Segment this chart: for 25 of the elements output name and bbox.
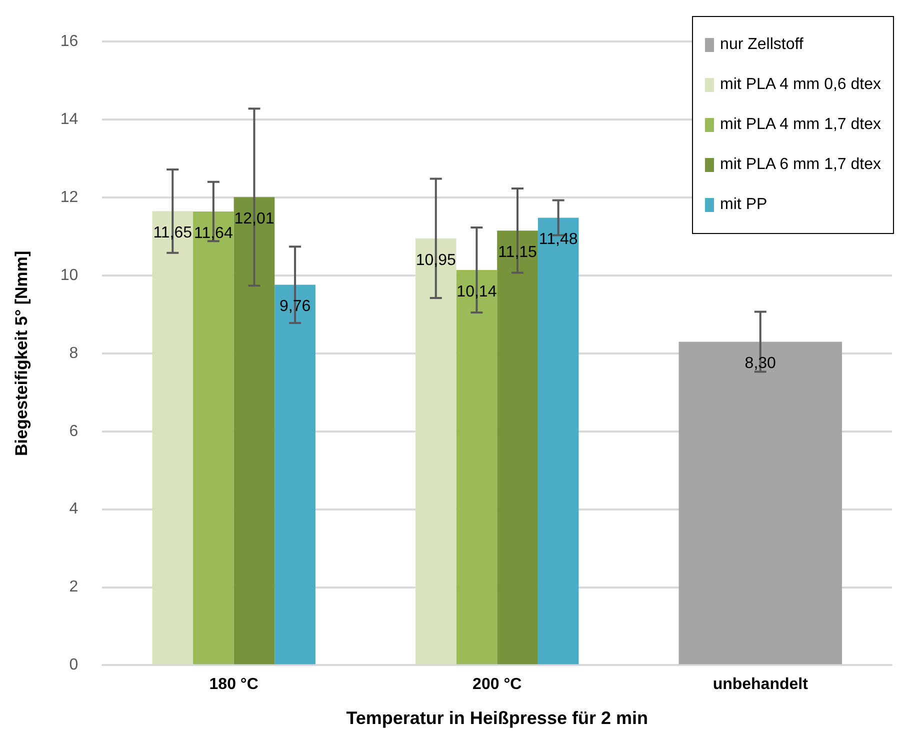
legend-label: nur Zellstoff [720, 36, 804, 54]
data-label: 11,48 [538, 231, 578, 248]
data-label: 10,14 [456, 283, 497, 300]
legend-label: mit PLA 4 mm 0,6 dtex [720, 76, 881, 94]
y-tick-label: 8 [69, 344, 78, 362]
data-label: 11,15 [498, 244, 538, 262]
y-tick-label: 10 [60, 266, 78, 284]
y-tick-label: 12 [60, 188, 78, 206]
y-tick-label: 4 [69, 500, 78, 518]
x-tick-label: 180 °C [209, 676, 259, 694]
y-tick-label: 0 [69, 656, 78, 674]
x-tick-label: 200 °C [472, 676, 522, 694]
data-label: 12,01 [234, 210, 274, 228]
x-axis-title: Temperatur in Heißpresse für 2 min [346, 708, 648, 728]
legend-label: mit PLA 4 mm 1,7 dtex [720, 116, 881, 134]
legend-label: mit PLA 6 mm 1,7 dtex [720, 156, 881, 174]
y-tick-label: 2 [69, 578, 78, 596]
data-label: 8,30 [744, 355, 776, 372]
y-tick-label: 6 [69, 422, 78, 440]
data-label: 11,64 [194, 224, 233, 242]
y-tick-label: 14 [60, 110, 78, 128]
y-axis-title: Biegesteifigkeit 5° [Nmm] [12, 250, 31, 456]
x-tick-label: unbehandelt [712, 676, 809, 694]
legend-label: mit PP [720, 196, 768, 214]
y-tick-label: 16 [60, 33, 78, 50]
